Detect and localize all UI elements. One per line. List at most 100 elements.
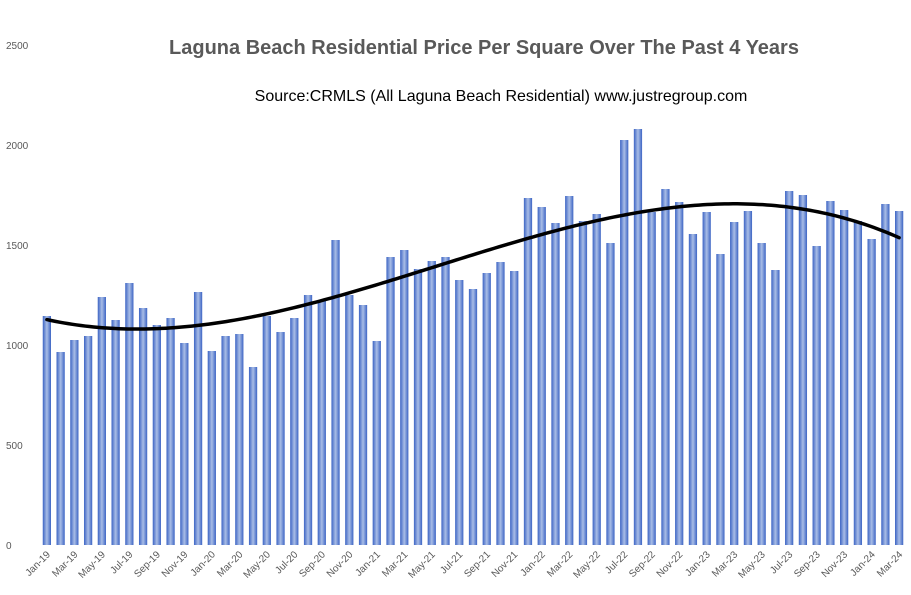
x-tick-label: Nov-22 bbox=[655, 549, 686, 580]
bar-Jun-20 bbox=[276, 332, 285, 545]
bar-Jun-22 bbox=[606, 243, 615, 545]
bar-series bbox=[42, 129, 904, 545]
bar-Jan-21 bbox=[372, 341, 381, 545]
bar-Jan-23 bbox=[702, 212, 711, 545]
bar-Jun-23 bbox=[771, 270, 780, 545]
bar-Nov-21 bbox=[510, 271, 519, 545]
bar-Mar-24 bbox=[895, 211, 904, 545]
y-tick-label: 1500 bbox=[6, 241, 29, 252]
bar-May-21 bbox=[427, 261, 436, 545]
bar-May-20 bbox=[262, 316, 271, 545]
bar-Nov-22 bbox=[675, 202, 684, 545]
bar-Mar-19 bbox=[70, 340, 79, 545]
x-tick-label: May-21 bbox=[407, 549, 439, 581]
bar-Nov-20 bbox=[345, 295, 354, 545]
bar-Sep-22 bbox=[647, 212, 656, 545]
bar-Feb-23 bbox=[716, 254, 725, 545]
bar-Aug-20 bbox=[303, 295, 313, 545]
x-tick-label: Jan-21 bbox=[354, 549, 384, 579]
bar-Feb-22 bbox=[551, 223, 560, 545]
trendline bbox=[45, 202, 901, 331]
x-tick-label: Sep-22 bbox=[627, 549, 658, 580]
x-tick-label: Sep-21 bbox=[462, 549, 493, 580]
y-axis: 0 500 1000 1500 2000 2500 bbox=[6, 41, 29, 552]
bar-Sep-21 bbox=[482, 273, 491, 545]
bar-May-19 bbox=[97, 297, 106, 545]
bar-Mar-20 bbox=[235, 334, 244, 545]
bar-Feb-20 bbox=[221, 336, 230, 545]
bar-Mar-23 bbox=[730, 222, 739, 545]
x-tick-label: Jan-19 bbox=[24, 549, 54, 579]
bar-Feb-21 bbox=[386, 257, 395, 545]
x-tick-label: Mar-22 bbox=[545, 549, 575, 579]
y-tick-label: 2000 bbox=[6, 141, 29, 152]
bar-Jan-24 bbox=[867, 239, 876, 545]
x-tick-label: May-23 bbox=[736, 549, 768, 581]
bar-Apr-22 bbox=[578, 221, 588, 545]
x-tick-label: May-19 bbox=[77, 549, 109, 581]
bar-Aug-19 bbox=[138, 308, 148, 545]
x-tick-label: Nov-23 bbox=[820, 549, 851, 580]
bar-Feb-19 bbox=[56, 352, 65, 545]
bar-Aug-21 bbox=[468, 289, 478, 545]
bar-Jan-22 bbox=[537, 207, 546, 545]
bar-Mar-21 bbox=[400, 250, 409, 545]
bar-Oct-20 bbox=[331, 240, 340, 545]
bar-Nov-19 bbox=[180, 343, 189, 545]
bar-May-22 bbox=[592, 214, 601, 545]
x-tick-label: Jan-24 bbox=[848, 549, 878, 579]
y-tick-label: 1000 bbox=[6, 341, 29, 352]
x-tick-label: Jan-23 bbox=[683, 549, 713, 579]
x-tick-label: Mar-21 bbox=[380, 549, 410, 579]
bar-Sep-20 bbox=[317, 301, 326, 545]
bar-Jul-21 bbox=[455, 280, 464, 545]
bar-Dec-20 bbox=[358, 305, 368, 545]
x-tick-label: May-20 bbox=[242, 549, 274, 581]
chart-title: Laguna Beach Residential Price Per Squar… bbox=[169, 37, 799, 59]
x-tick-label: Nov-19 bbox=[160, 549, 191, 580]
bar-Dec-19 bbox=[193, 292, 203, 545]
x-tick-label: Mar-23 bbox=[710, 549, 740, 579]
bar-Oct-23 bbox=[826, 201, 835, 545]
bar-Jun-21 bbox=[441, 257, 450, 545]
bar-Apr-23 bbox=[743, 211, 753, 545]
bar-Dec-22 bbox=[688, 234, 698, 545]
bar-Jul-22 bbox=[620, 140, 629, 545]
bar-Oct-21 bbox=[496, 262, 505, 545]
bar-Dec-23 bbox=[853, 221, 863, 545]
x-tick-label: Sep-19 bbox=[132, 549, 163, 580]
bar-Jan-20 bbox=[207, 351, 216, 545]
bar-Oct-22 bbox=[661, 189, 670, 545]
bar-Apr-20 bbox=[248, 367, 258, 545]
bar-Aug-22 bbox=[633, 129, 643, 545]
bar-Jul-20 bbox=[290, 318, 299, 545]
y-tick-label: 0 bbox=[6, 541, 12, 552]
x-tick-label: Nov-21 bbox=[490, 549, 521, 580]
x-tick-label: Nov-20 bbox=[325, 549, 356, 580]
x-tick-label: Mar-20 bbox=[215, 549, 245, 579]
bar-Apr-19 bbox=[83, 336, 93, 545]
bar-Mar-22 bbox=[565, 196, 574, 545]
bar-Jul-19 bbox=[125, 283, 134, 545]
y-tick-label: 500 bbox=[6, 441, 23, 452]
bar-Jul-23 bbox=[785, 191, 794, 545]
bar-Aug-23 bbox=[798, 195, 808, 545]
x-tick-label: Sep-20 bbox=[297, 549, 328, 580]
x-tick-label: May-22 bbox=[571, 549, 603, 581]
x-tick-label: Sep-23 bbox=[792, 549, 823, 580]
bar-May-23 bbox=[757, 243, 766, 545]
bar-Apr-21 bbox=[413, 269, 423, 545]
bar-Jan-19 bbox=[42, 316, 51, 545]
bar-Sep-19 bbox=[152, 325, 161, 545]
bar-Oct-19 bbox=[166, 318, 175, 545]
x-tick-label: Mar-19 bbox=[50, 549, 80, 579]
chart-subtitle: Source:CRMLS (All Laguna Beach Residenti… bbox=[255, 88, 748, 105]
bar-Sep-23 bbox=[812, 246, 821, 545]
x-tick-label: Jan-22 bbox=[518, 549, 548, 579]
y-tick-label: 2500 bbox=[6, 41, 29, 52]
bar-Dec-21 bbox=[523, 198, 533, 545]
bar-Feb-24 bbox=[881, 204, 890, 545]
x-tick-label: Mar-24 bbox=[875, 549, 905, 579]
